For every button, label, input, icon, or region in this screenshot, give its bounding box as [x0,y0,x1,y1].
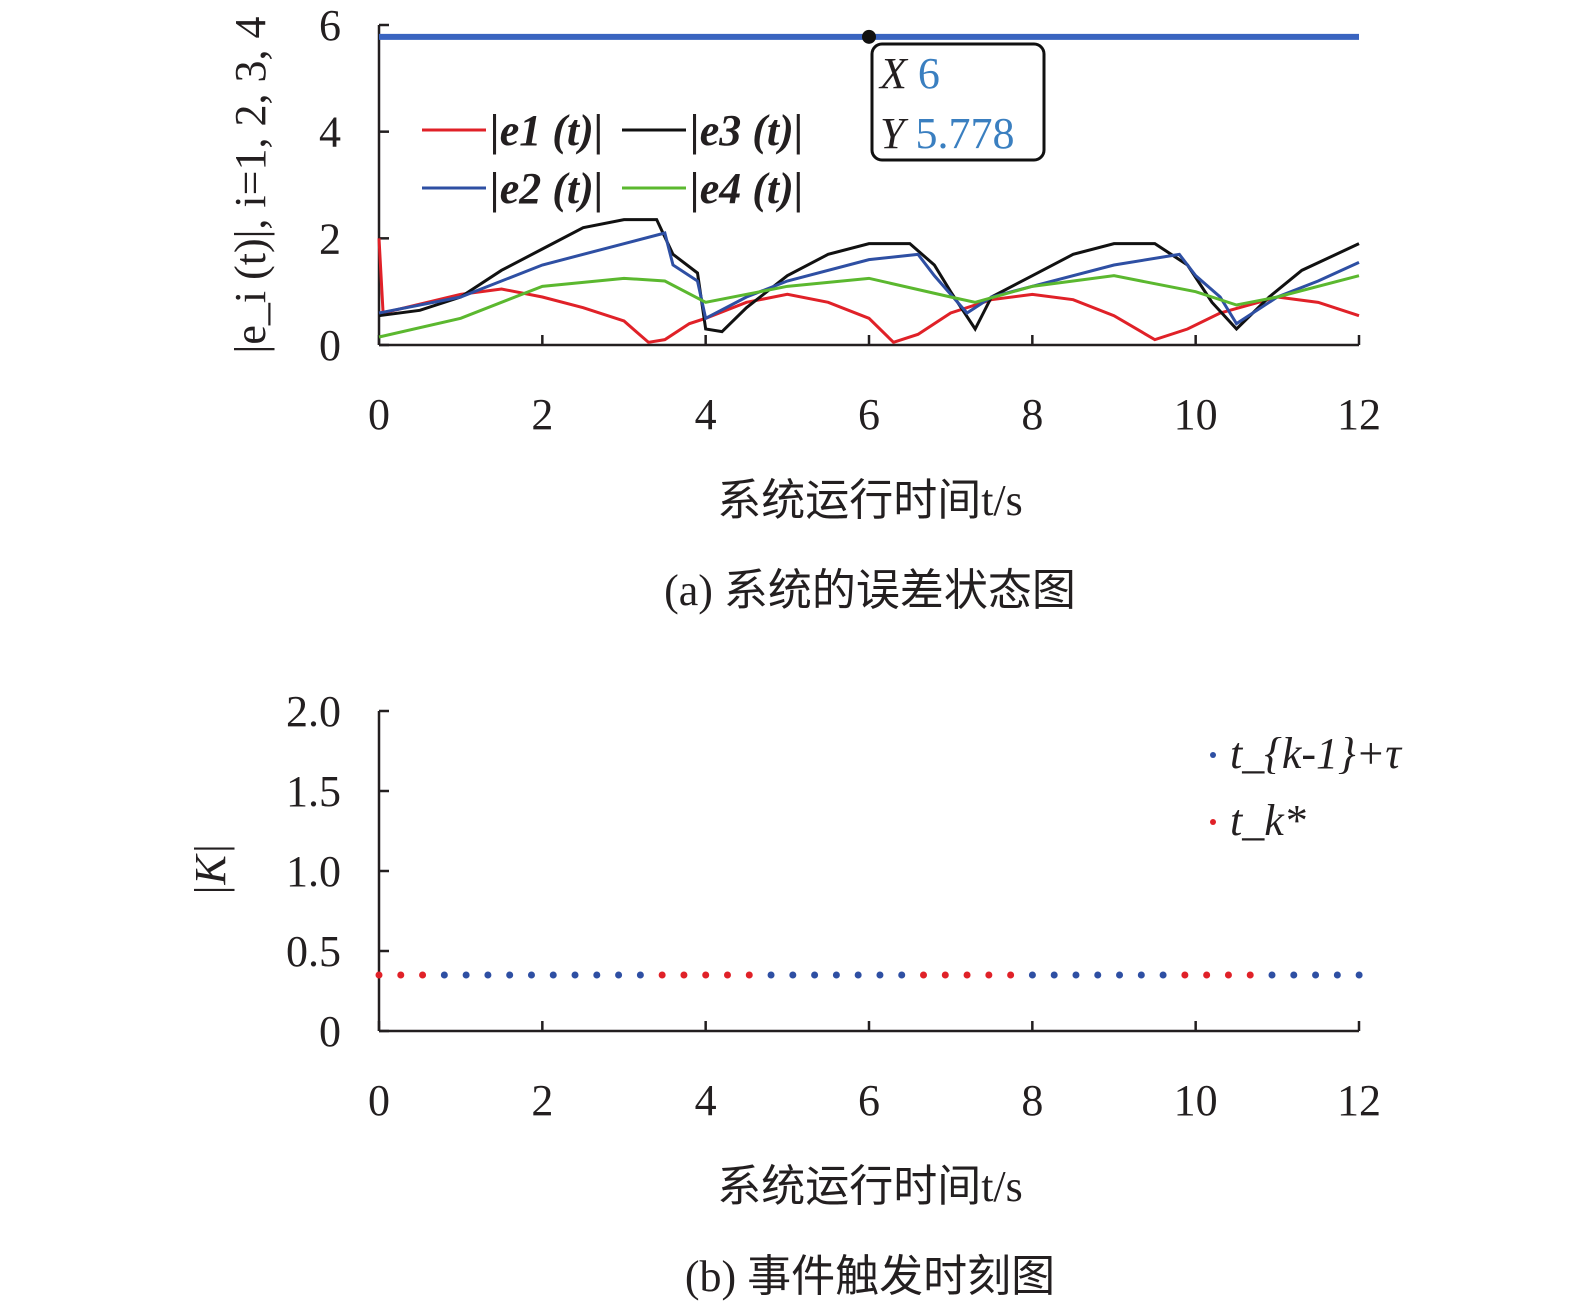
y-axis-label: |e_i (t)|, i=1, 2, 3, 4 [226,17,275,354]
legend-label: |e1 (t)| [490,106,603,155]
event-dot-blue [1116,971,1124,979]
event-dot-blue [1355,971,1363,979]
event-dot-red [1007,971,1015,979]
event-dot-red [963,971,971,979]
legend-label: |e3 (t)| [690,106,803,155]
event-dot-blue [1137,971,1145,979]
event-dot-blue [636,971,644,979]
legend-label: |e2 (t)| [490,164,603,213]
event-dot-blue [767,971,775,979]
event-dot-red [1246,971,1254,979]
y-tick-label: 4 [319,108,341,157]
x-tick-label: 2 [531,390,553,439]
event-dot-red [375,971,383,979]
event-dot-blue [506,971,514,979]
x-axis-label: 系统运行时间t/s [717,476,1023,525]
event-dot-red [1224,971,1232,979]
tooltip-x: X 6 [878,49,940,98]
event-dot-blue [854,971,862,979]
x-tick-label: 12 [1337,1076,1381,1125]
event-dot-blue [898,971,906,979]
event-dot-red [723,971,731,979]
y-tick-label: 2.0 [286,687,341,736]
x-tick-label: 12 [1337,390,1381,439]
event-dot-blue [615,971,623,979]
event-dot-red [658,971,666,979]
event-dot-blue [462,971,470,979]
event-dot-blue [832,971,840,979]
event-dot-blue [1159,971,1167,979]
legend-label: t_{k-1}+τ [1230,729,1403,778]
y-tick-label: 1.5 [286,767,341,816]
event-dot-blue [440,971,448,979]
series-line [378,274,1360,339]
y-tick-label: 1.0 [286,847,341,896]
y-tick-label: 0 [319,1007,341,1056]
event-dot-blue [789,971,797,979]
event-dot-blue [1094,971,1102,979]
event-dot-red [985,971,993,979]
tooltip-box [870,42,1046,162]
event-dot-blue [1050,971,1058,979]
legend-label: |e4 (t)| [690,164,803,213]
x-tick-label: 0 [368,1076,390,1125]
legend-swatch [1210,819,1216,825]
event-dot-blue [571,971,579,979]
tooltip-y: Y 5.778 [880,109,1014,158]
series-line [378,218,1360,334]
event-dot-blue [1028,971,1036,979]
series-line [377,238,1360,345]
event-dot-red [941,971,949,979]
x-tick-label: 10 [1174,1076,1218,1125]
x-tick-label: 8 [1021,1076,1043,1125]
event-dot-red [920,971,928,979]
x-tick-label: 6 [858,390,880,439]
event-dot-red [680,971,688,979]
event-dot-blue [876,971,884,979]
x-tick-label: 0 [368,390,390,439]
legend-swatch [1210,752,1216,758]
chart-caption: (b) 事件触发时刻图 [685,1252,1055,1301]
x-axis-label: 系统运行时间t/s [717,1162,1023,1211]
event-dot-blue [1268,971,1276,979]
event-dot-blue [1333,971,1341,979]
y-tick-label: 2 [319,214,341,263]
chart-a: 0 2 4 6 8 10 12 0 2 4 6 系统运行时间t/s (a) 系统的误差状态图 |e_i (… [226,1,1381,615]
x-tick-label: 10 [1174,390,1218,439]
x-tick-label: 6 [858,1076,880,1125]
x-tick-label: 2 [531,1076,553,1125]
event-dot-blue [1312,971,1320,979]
event-dot-blue [549,971,557,979]
y-axis-label: |K| [186,843,235,897]
event-dot-blue [593,971,601,979]
x-tick-label: 4 [695,1076,717,1125]
data-point-marker [862,29,876,44]
event-dot-red [702,971,710,979]
event-dot-blue [1072,971,1080,979]
event-dot-red [1203,971,1211,979]
y-tick-label: 0.5 [286,927,341,976]
event-dot-blue [811,971,819,979]
event-dot-red [745,971,753,979]
legend-label: t_k* [1230,796,1306,845]
chart-b: 0 2 4 6 8 10 12 0 0.5 1.0 1.5 2.0 系统运行时间t/s (b) 事件触发时… [186,687,1403,1301]
event-dot-blue [527,971,535,979]
event-dot-red [419,971,427,979]
chart-caption: (a) 系统的误差状态图 [664,566,1076,615]
event-dot-red [1181,971,1189,979]
event-dot-blue [1290,971,1298,979]
y-tick-label: 0 [319,321,341,370]
y-tick-label: 6 [319,1,341,50]
event-dot-blue [484,971,492,979]
x-tick-label: 4 [695,390,717,439]
x-tick-label: 8 [1021,390,1043,439]
event-dot-red [397,971,405,979]
